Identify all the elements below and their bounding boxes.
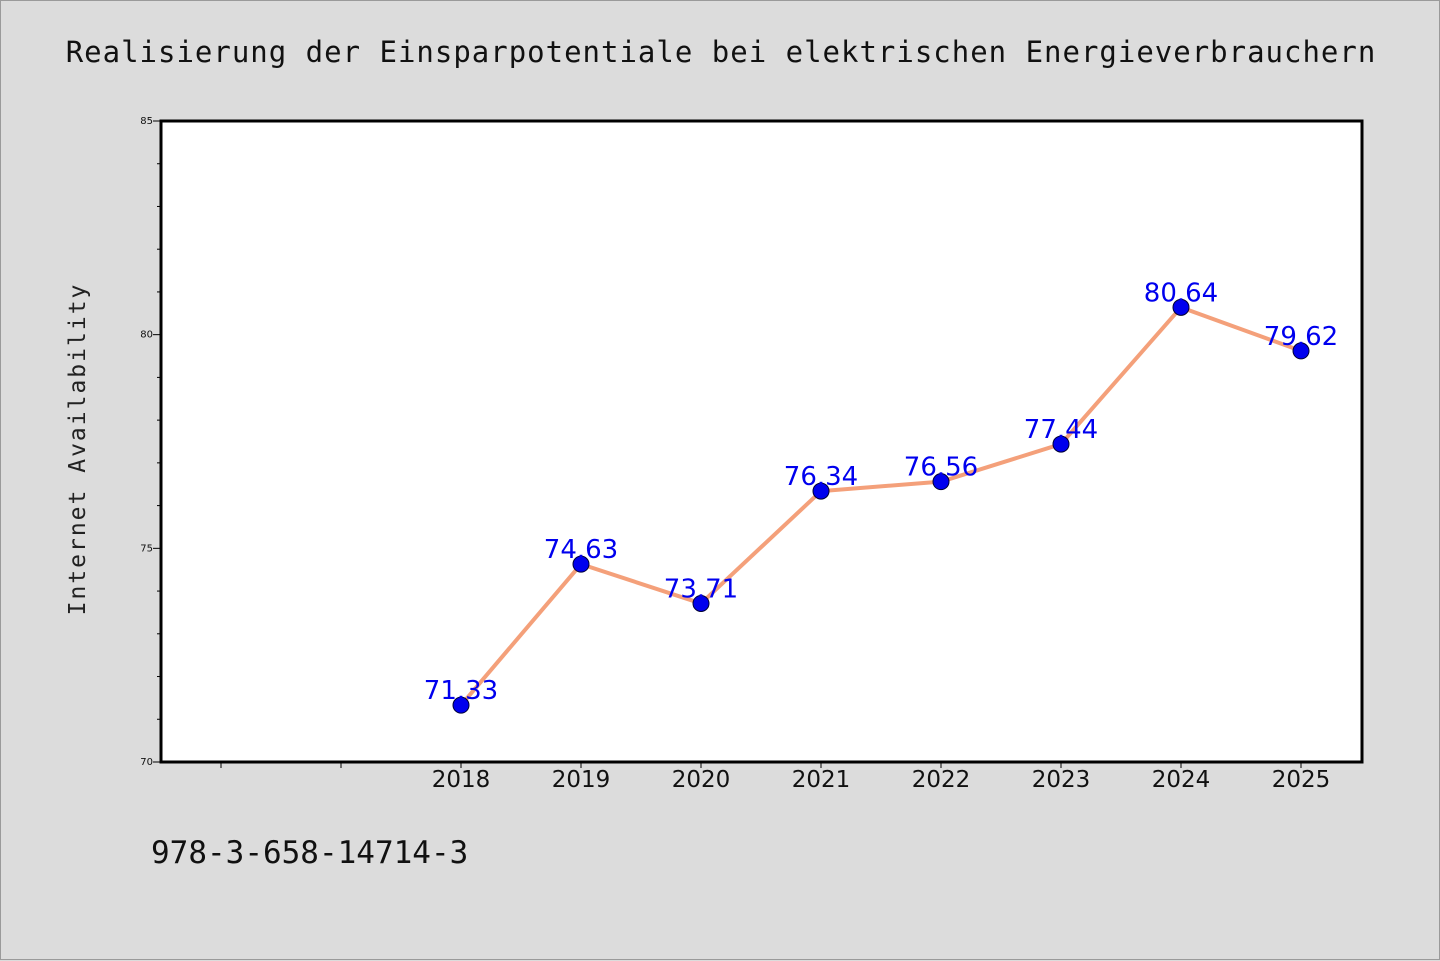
data-point (932, 473, 950, 491)
data-point (812, 482, 830, 500)
y-tick-label: 85 (140, 116, 153, 127)
series-line (459, 305, 1303, 708)
data-point (572, 555, 590, 573)
data-point (1292, 342, 1310, 360)
x-tick-label: 2018 (432, 767, 491, 793)
data-label: 76.34 (784, 462, 858, 492)
series-group (452, 298, 1310, 714)
data-label: 74.63 (544, 535, 618, 565)
data-point (692, 594, 710, 612)
y-tick-label: 80 (140, 330, 153, 341)
data-label: 76.56 (904, 453, 978, 483)
data-point (452, 696, 470, 714)
x-tick-label: 2022 (912, 767, 971, 793)
data-label: 71.33 (424, 676, 498, 706)
data-label: 73.71 (664, 574, 738, 604)
data-label: 80.64 (1144, 278, 1218, 308)
isbn-text: 978-3-658-14714-3 (151, 835, 469, 871)
data-label: 79.62 (1264, 322, 1338, 352)
y-tick-label: 70 (140, 757, 153, 768)
x-tick-label: 2019 (552, 767, 611, 793)
x-axis: 2018 2019 2020 2021 2022 2023 2024 2025 (220, 762, 1331, 793)
y-axis: 70 75 80 85 (140, 116, 161, 768)
x-tick-label: 2021 (792, 767, 851, 793)
x-tick-label: 2023 (1032, 767, 1091, 793)
data-labels: 71.33 74.63 73.71 76.34 76.56 77.44 80.64 79.62 (424, 278, 1338, 706)
y-tick-label: 75 (140, 543, 153, 554)
data-label: 77.44 (1024, 415, 1098, 445)
plot-area (159, 119, 1364, 764)
data-point (1052, 435, 1070, 453)
x-tick-label: 2025 (1272, 767, 1331, 793)
chart-title: Realisierung der Einsparpotentiale bei e… (65, 35, 1377, 69)
x-tick-label: 2024 (1152, 767, 1211, 793)
x-tick-label: 2020 (672, 767, 731, 793)
data-point (1172, 298, 1190, 316)
